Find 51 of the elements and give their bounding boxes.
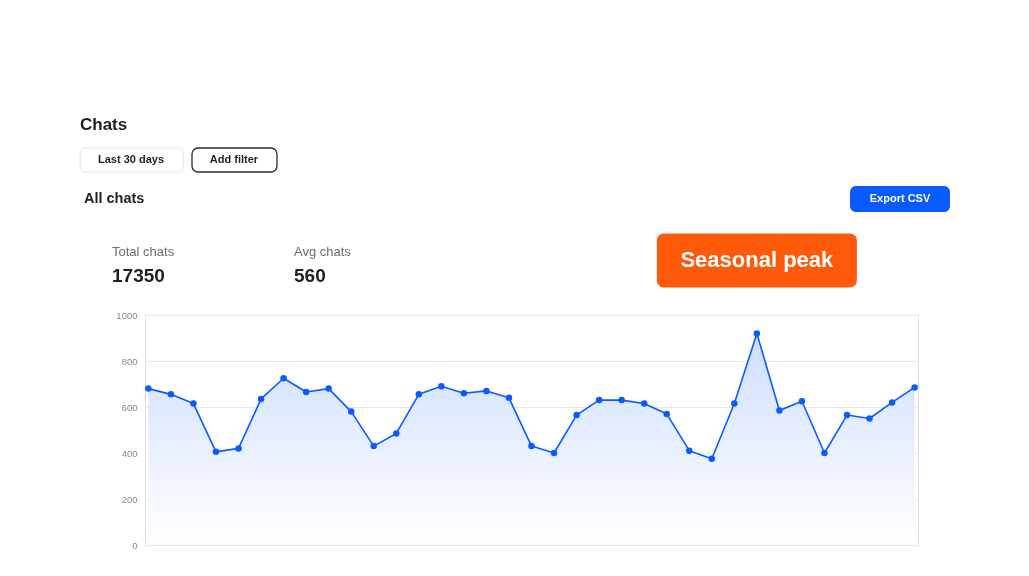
point	[483, 387, 490, 395]
y-tick-label: 0	[132, 539, 138, 551]
point	[235, 445, 242, 452]
point	[663, 410, 670, 418]
annotation: Seasonal peak	[680, 247, 835, 273]
point	[145, 385, 152, 392]
point	[505, 394, 513, 402]
chart-title: Chats	[80, 115, 128, 134]
point	[393, 430, 400, 437]
point	[798, 398, 806, 405]
point	[618, 396, 625, 404]
point	[866, 415, 873, 422]
point	[528, 442, 535, 450]
point	[438, 383, 445, 390]
text: 560	[294, 265, 326, 286]
point	[731, 400, 738, 407]
chart-subtitle: All chats	[84, 190, 145, 206]
point	[888, 399, 896, 406]
point	[460, 389, 468, 397]
point	[550, 449, 558, 457]
y-tick-label: 1000	[116, 309, 138, 321]
y-tick-label: 400	[121, 447, 138, 459]
y-tick-label: 200	[121, 493, 138, 505]
y-tick-label: 800	[121, 355, 138, 367]
point	[821, 449, 828, 457]
text: Total chats	[112, 244, 175, 259]
point	[776, 407, 783, 414]
point	[212, 448, 220, 456]
point	[257, 395, 265, 403]
point	[686, 447, 693, 454]
point	[843, 411, 851, 419]
point	[595, 396, 603, 404]
point	[911, 384, 918, 391]
point	[415, 391, 423, 398]
text: Last 30 days	[97, 153, 165, 165]
text: Add filter	[209, 153, 259, 165]
text: Export CSV	[869, 192, 931, 204]
point	[708, 455, 716, 462]
point	[753, 330, 761, 337]
point	[370, 442, 377, 450]
point	[325, 385, 332, 392]
point	[302, 388, 310, 396]
point	[167, 391, 175, 398]
point	[280, 375, 287, 382]
point	[640, 400, 648, 407]
y-tick-label: 600	[121, 401, 138, 413]
point	[573, 411, 580, 419]
text: 17350	[112, 265, 165, 286]
text: Avg chats	[294, 244, 352, 259]
point	[347, 408, 355, 415]
point	[190, 400, 197, 407]
